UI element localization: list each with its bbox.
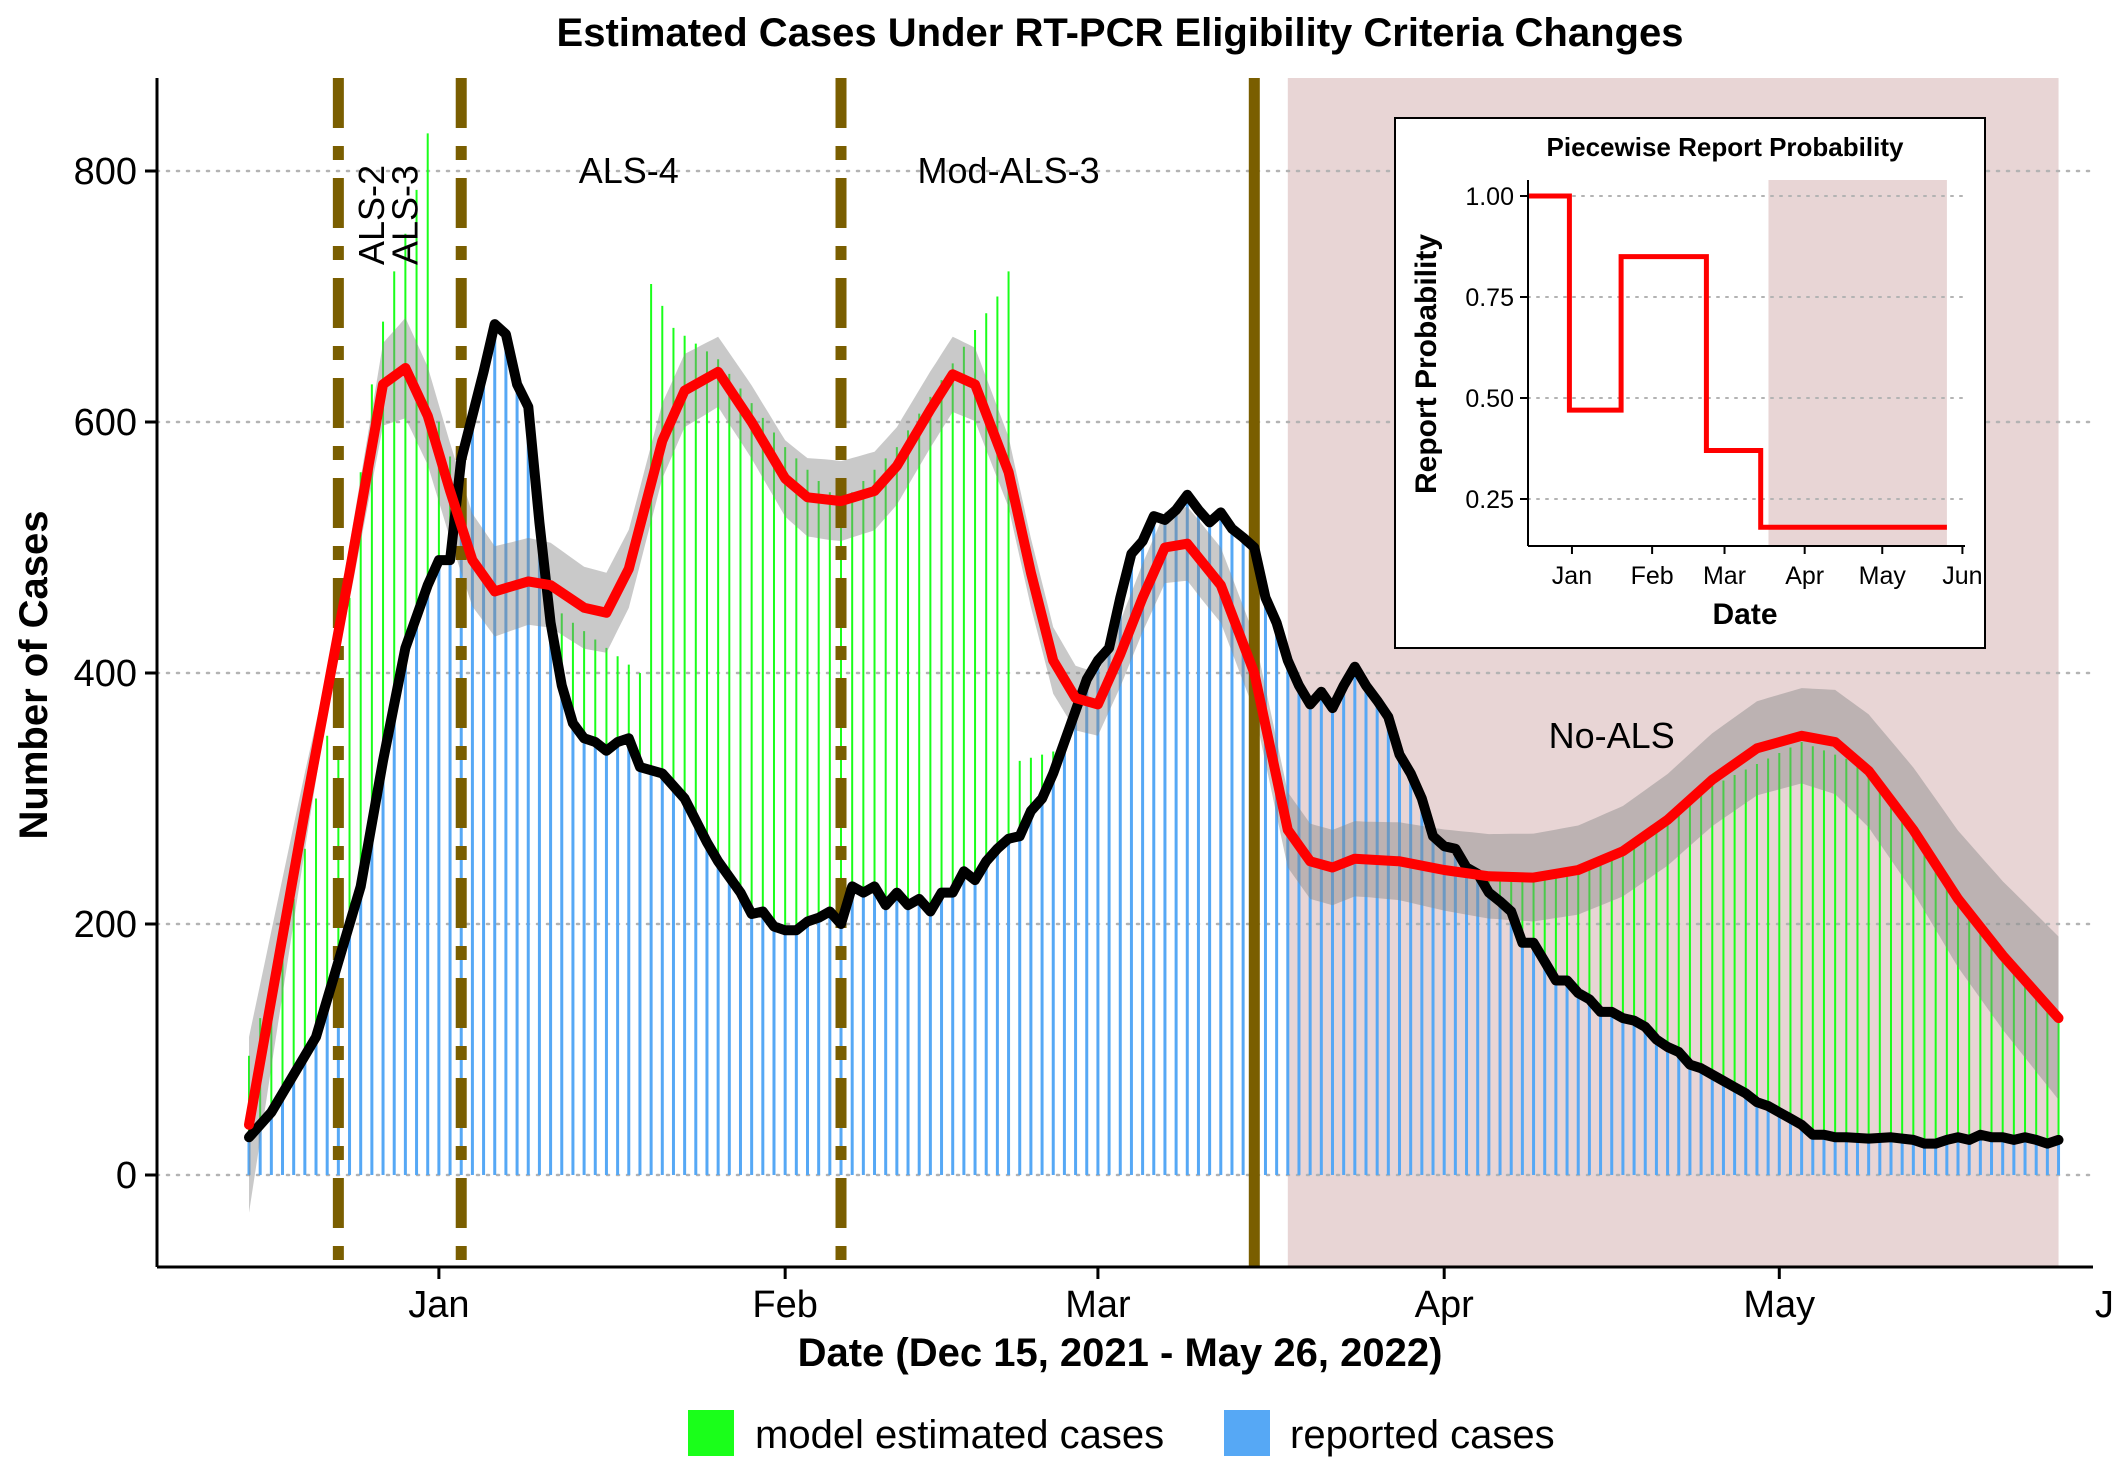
y-tick-label: 0 (116, 1155, 137, 1197)
y-tick-label: 800 (74, 151, 137, 193)
reported-cases-line (244, 319, 2064, 1149)
inset-y-axis-title: Report Probability (1410, 234, 1443, 494)
x-tick-label: Feb (752, 1284, 817, 1326)
model-estimated-line (244, 363, 2064, 1130)
inset-y-tick-label: 0.50 (1465, 385, 1514, 413)
x-tick-label: Jun (2095, 1284, 2112, 1326)
inset-x-tick-label: Jun (1942, 562, 1982, 590)
inset-y-tick-label: 1.00 (1465, 183, 1514, 211)
inset-x-tick-label: May (1859, 562, 1907, 590)
y-tick-label: 600 (74, 402, 137, 444)
inset-x-tick-label: Apr (1785, 562, 1824, 590)
inset-shaded-region (1768, 180, 1947, 546)
annotation-label: Mod-ALS-3 (918, 150, 1100, 191)
legend-swatch-reported (1224, 1410, 1270, 1456)
bars (247, 133, 2061, 1175)
inset-x-axis-title: Date (1712, 598, 1777, 631)
legend-swatch-model (688, 1410, 734, 1456)
inset-x-tick-label: Mar (1703, 562, 1746, 590)
x-tick-label: Mar (1065, 1284, 1131, 1326)
y-tick-label: 200 (74, 904, 137, 946)
annotation-label: No-ALS (1549, 715, 1675, 756)
inset-y-tick-label: 0.75 (1465, 284, 1514, 312)
inset-chart: Piecewise Report Probability 0.25 0.50 0.7… (1394, 117, 1986, 649)
inset-title: Piecewise Report Probability (1547, 132, 1904, 162)
chart-title: Estimated Cases Under RT-PCR Eligibility… (557, 11, 1684, 55)
inset-y-tick-label: 0.25 (1465, 486, 1514, 514)
annotation-label: ALS-4 (579, 150, 679, 191)
x-tick-label: May (1743, 1284, 1815, 1326)
y-tick-label: 400 (74, 653, 137, 695)
model-confidence-ribbon (249, 317, 2059, 1213)
y-axis-title: Number of Cases (12, 511, 56, 840)
inset-plot-area: 0.25 0.50 0.75 1.00 Jan Feb Mar Apr May Jun (1465, 180, 1983, 590)
legend: model estimated cases reported cases (688, 1410, 1555, 1457)
inset-x-tick-label: Jan (1552, 562, 1592, 590)
inset-x-tick-label: Feb (1631, 562, 1674, 590)
x-tick-label: Jan (408, 1284, 469, 1326)
annotation-label: ALS-2 (351, 165, 392, 265)
legend-label-model: model estimated cases (755, 1413, 1164, 1457)
annotation-label: ALS-3 (384, 165, 425, 265)
x-axis-title: Date (Dec 15, 2021 - May 26, 2022) (798, 1331, 1443, 1375)
legend-label-reported: reported cases (1290, 1413, 1555, 1457)
report-probability-line (1528, 193, 1947, 530)
x-tick-label: Apr (1415, 1284, 1474, 1326)
